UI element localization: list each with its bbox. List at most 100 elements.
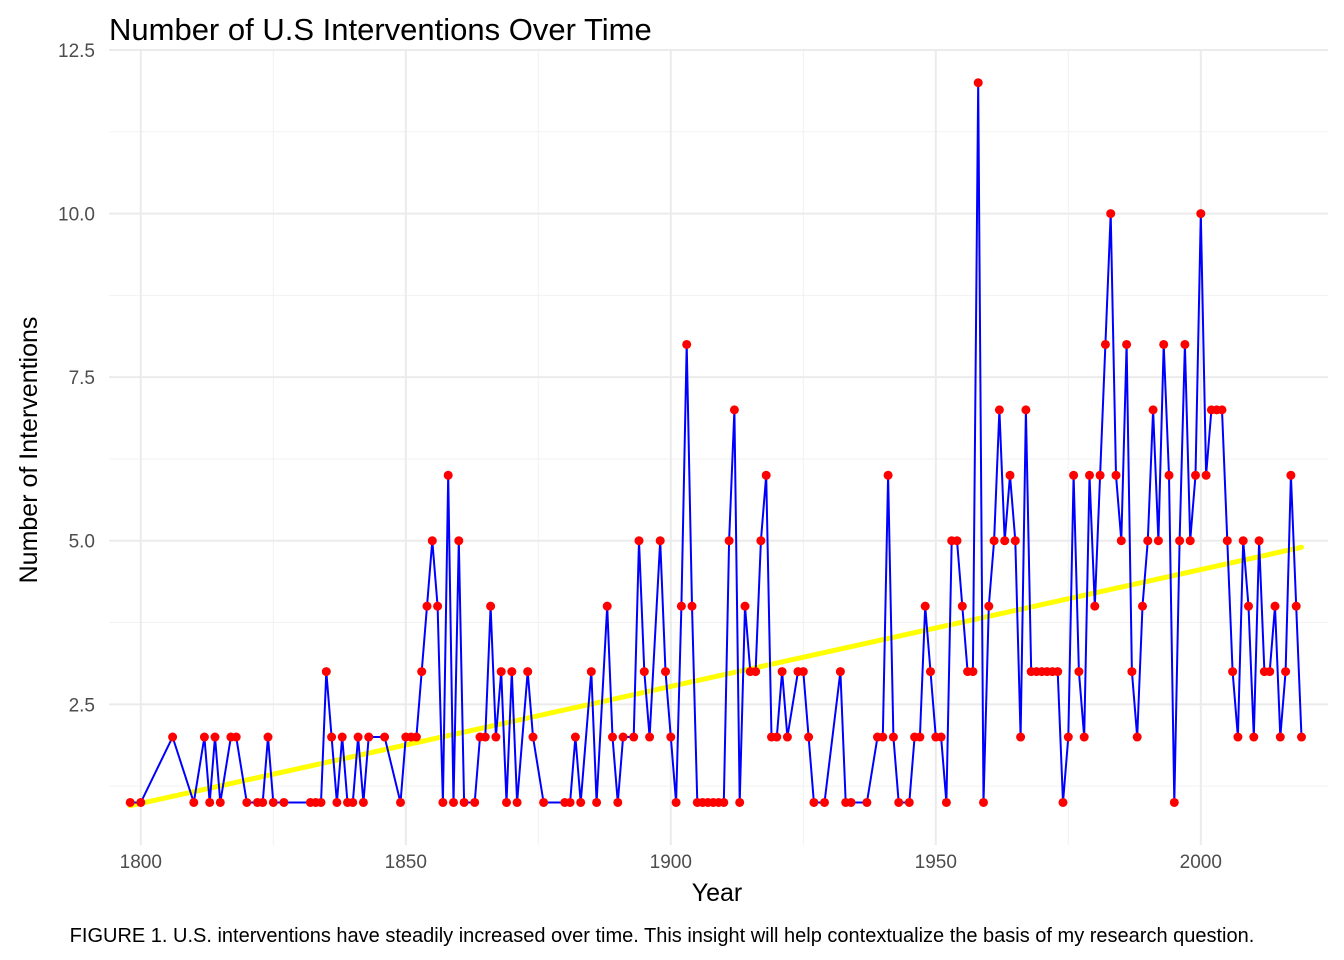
data-point	[496, 667, 506, 677]
data-point	[729, 405, 739, 415]
data-point	[761, 470, 771, 480]
data-point	[1244, 601, 1253, 611]
data-point	[205, 797, 215, 807]
data-point	[199, 732, 209, 742]
data-point	[936, 732, 946, 742]
data-point	[507, 667, 517, 677]
data-point	[358, 797, 368, 807]
data-point	[1053, 667, 1063, 677]
data-point	[570, 732, 580, 742]
data-point	[268, 797, 278, 807]
data-point	[1148, 405, 1158, 415]
data-point	[671, 797, 681, 807]
data-point	[1201, 470, 1211, 480]
y-tick-label: 7.5	[69, 368, 95, 389]
data-point	[634, 536, 644, 546]
data-point	[1111, 470, 1121, 480]
data-point	[719, 797, 729, 807]
data-point	[772, 732, 782, 742]
series-line-layer	[130, 81, 1303, 804]
data-point	[968, 667, 978, 677]
data-point	[125, 797, 135, 807]
data-point	[629, 732, 639, 742]
data-point	[915, 732, 925, 742]
trend-line	[127, 544, 1304, 809]
data-point	[364, 732, 374, 742]
data-point	[751, 667, 761, 677]
data-point	[682, 339, 692, 349]
data-point	[989, 536, 999, 546]
data-point	[1005, 470, 1015, 480]
data-point	[798, 667, 808, 677]
data-point	[1286, 470, 1296, 480]
y-tick-labels: 2.5 5.0 7.5 10.0 12.5	[58, 41, 95, 716]
data-point	[1106, 209, 1116, 219]
data-point	[576, 797, 586, 807]
data-point	[1275, 732, 1285, 742]
data-point	[973, 78, 983, 88]
data-point	[1100, 339, 1110, 349]
data-point	[380, 732, 390, 742]
data-point	[835, 667, 845, 677]
data-point	[984, 601, 994, 611]
data-point	[1079, 732, 1089, 742]
data-point	[1238, 536, 1248, 546]
data-point	[957, 601, 967, 611]
data-point	[1143, 536, 1153, 546]
x-axis-label: Year	[692, 879, 743, 907]
data-point	[1249, 732, 1259, 742]
data-point	[1085, 470, 1094, 480]
data-point	[502, 797, 511, 807]
data-point	[1217, 405, 1227, 415]
data-point	[676, 601, 686, 611]
x-tick-label: 1850	[385, 852, 427, 873]
data-point	[454, 536, 464, 546]
chart-title: Number of U.S Interventions Over Time	[109, 12, 652, 47]
data-point	[470, 797, 480, 807]
x-tick-label: 1800	[120, 852, 162, 873]
y-tick-label: 5.0	[69, 532, 95, 553]
data-point	[1180, 339, 1190, 349]
data-point	[427, 536, 437, 546]
data-point	[661, 667, 670, 677]
data-point	[332, 797, 342, 807]
gridlines	[109, 49, 1328, 845]
data-point	[189, 797, 199, 807]
data-point	[438, 797, 448, 807]
data-point	[735, 797, 745, 807]
data-point	[1222, 536, 1232, 546]
trend-line-layer	[127, 544, 1304, 809]
data-point	[613, 797, 623, 807]
data-point	[411, 732, 421, 742]
data-point	[1270, 601, 1280, 611]
data-point	[1291, 601, 1301, 611]
data-point	[862, 797, 872, 807]
data-point	[1132, 732, 1142, 742]
data-point	[1169, 797, 1179, 807]
y-tick-label: 2.5	[69, 695, 95, 716]
data-point	[1000, 536, 1010, 546]
data-point	[809, 797, 819, 807]
x-tick-label: 1900	[650, 852, 692, 873]
data-point	[1095, 470, 1105, 480]
data-point	[480, 732, 490, 742]
data-point	[1116, 536, 1126, 546]
data-point	[740, 601, 750, 611]
data-point	[316, 797, 326, 807]
data-point	[782, 732, 792, 742]
y-tick-label: 12.5	[58, 41, 95, 62]
data-point	[756, 536, 766, 546]
data-point	[353, 732, 363, 742]
data-point	[433, 601, 443, 611]
data-point	[327, 732, 337, 742]
data-point	[1254, 536, 1264, 546]
data-point	[523, 667, 533, 677]
y-axis-label: Number of Interventions	[15, 317, 43, 584]
data-point	[168, 732, 178, 742]
data-point	[215, 797, 225, 807]
data-point	[1228, 667, 1238, 677]
data-point	[894, 797, 904, 807]
data-point	[258, 797, 268, 807]
data-point	[645, 732, 655, 742]
